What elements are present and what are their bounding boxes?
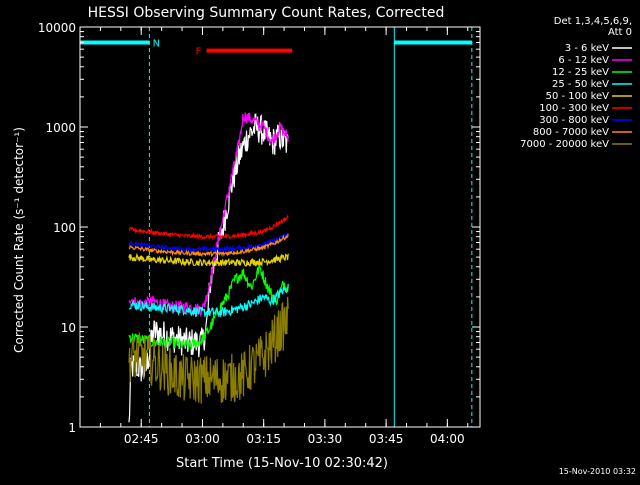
y-tick-label: 1 [68,421,76,435]
legend-label: 50 - 100 keV [546,91,610,102]
legend-label: 12 - 25 keV [552,67,609,78]
flag-label: N [153,38,160,49]
series-line [128,252,289,267]
series-line [128,233,289,258]
legend-label: 100 - 300 keV [539,103,609,114]
series-line [128,214,289,241]
x-tick-label: 04:00 [430,432,465,446]
legend-label: 6 - 12 keV [558,55,609,66]
x-axis-label: Start Time (15-Nov-10 02:30:42) [176,456,388,471]
legend-header: Det 1,3,4,5,6,9, [554,16,632,27]
legend-header: Att 0 [608,27,632,38]
plot-frame [79,26,481,428]
flag-label: F [196,47,202,58]
series-lines [128,112,289,423]
y-tick-label: 10 [61,321,76,335]
y-tick-label: 10000 [38,21,76,35]
legend-label: 7000 - 20000 keV [520,139,609,150]
y-axis-label: Corrected Count Rate (s⁻¹ detector⁻¹) [12,127,26,353]
x-tick-label: 03:15 [246,432,281,446]
chart-title: HESSI Observing Summary Count Rates, Cor… [88,5,445,21]
legend-label: 300 - 800 keV [539,115,609,126]
axes: 02:45 03:00 03:15 03:30 03:45 04:00 1 10 100 1000… [38,21,481,446]
flag-bars: NF [80,38,472,58]
x-tick-label: 03:00 [185,432,220,446]
timestamp: 15-Nov-2010 03:32 [559,467,636,476]
x-tick-label: 03:45 [369,432,404,446]
y-tick-label: 100 [53,221,76,235]
series-line [128,262,289,350]
series-line [128,113,289,423]
series-line [128,112,289,318]
legend-label: 25 - 50 keV [552,79,609,90]
x-tick-label: 03:30 [308,432,343,446]
series-line [128,296,289,404]
series-line [129,283,289,318]
x-tick-label: 02:45 [124,432,159,446]
legend-label: 3 - 6 keV [565,43,609,54]
y-tick-label: 1000 [45,121,76,135]
legend-label: 800 - 7000 keV [533,127,609,138]
series-line [128,232,289,254]
